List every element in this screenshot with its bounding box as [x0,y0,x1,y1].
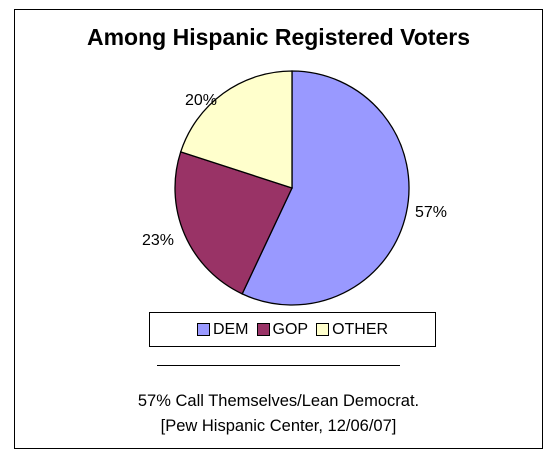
legend-swatch-gop [256,323,270,336]
pie-slice-other [179,70,293,189]
pie-slice-gop [174,151,293,295]
caption-divider [157,365,400,366]
data-label-dem: 57% [415,204,447,221]
data-label-other: 20% [185,92,217,109]
pie-chart: 57% 23% 20% [142,70,447,306]
legend-swatch-other [316,323,330,336]
legend-item-dem: DEM [196,320,249,339]
caption-line-2: [Pew Hispanic Center, 12/06/07] [160,417,397,435]
data-label-gop: 23% [142,232,174,249]
caption-line-1: 57% Call Themselves/Lean Democrat. [137,392,420,410]
legend: DEM GOP OTHER [149,312,436,347]
legend-item-gop: GOP [256,320,309,339]
legend-label-gop: GOP [272,320,309,338]
chart-title: Among Hispanic Registered Voters [87,24,470,50]
legend-item-other: OTHER [316,321,388,339]
pie-slice-dem [241,70,410,306]
legend-label-dem: DEM [212,320,249,338]
legend-swatch-dem [196,323,210,336]
legend-label-other: OTHER [332,320,389,338]
